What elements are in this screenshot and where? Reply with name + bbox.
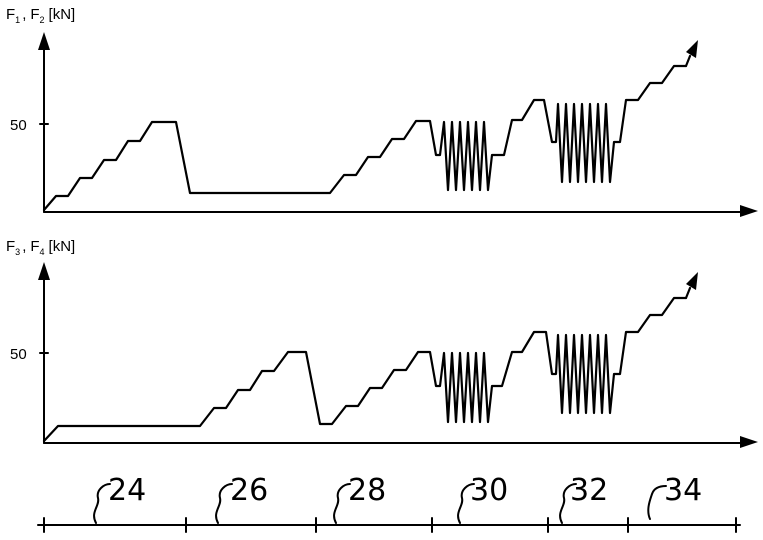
top-trace-arrow-icon xyxy=(686,40,698,58)
phase-label-32: 32 xyxy=(570,473,608,508)
top-tick-label-50: 50 xyxy=(10,117,27,134)
phase-32-leader xyxy=(559,483,577,524)
bottom-x-axis-arrow-icon xyxy=(740,436,758,448)
bottom-chart: F3, F4 [kN] 50 xyxy=(6,238,758,448)
top-axis-label-sub2: 2 xyxy=(40,15,45,25)
bottom-axis-label: F3, F4 [kN] xyxy=(6,238,75,257)
bottom-tick-label-50: 50 xyxy=(10,346,27,363)
phase-timeline: 24 26 28 30 32 34 xyxy=(37,473,741,533)
phase-label-28: 28 xyxy=(348,473,386,508)
phase-26-leader xyxy=(215,483,233,524)
top-axis-label-f2: F xyxy=(30,6,39,23)
phase-30-leader xyxy=(457,483,475,524)
phase-28-leader xyxy=(333,483,351,524)
top-axis-label-sep: , xyxy=(22,6,26,23)
bottom-axis-label-unit: [kN] xyxy=(49,238,76,255)
top-chart: F1, F2 [kN] 50 xyxy=(6,6,758,217)
top-axis-label-f: F xyxy=(6,6,15,23)
phase-label-34: 34 xyxy=(664,473,702,508)
top-trace-arrow-line xyxy=(684,54,692,68)
bottom-trace-arrow-icon xyxy=(686,272,698,290)
phase-label-26: 26 xyxy=(230,473,268,508)
bottom-axis-label-f2: F xyxy=(30,238,39,255)
phase-34-leader xyxy=(647,485,667,520)
top-axis-label: F1, F2 [kN] xyxy=(6,6,75,25)
phase-label-24: 24 xyxy=(108,473,146,508)
bottom-axis-label-sep: , xyxy=(22,238,26,255)
bottom-trace-arrow-line xyxy=(684,286,692,300)
top-y-axis-arrow-icon xyxy=(38,32,50,50)
bottom-axis-label-sub1: 3 xyxy=(15,247,20,257)
phase-24-leader xyxy=(93,483,111,524)
top-x-axis-arrow-icon xyxy=(740,205,758,217)
bottom-axis-label-sub2: 4 xyxy=(40,247,45,257)
top-axis-label-sub1: 1 xyxy=(15,15,20,25)
top-load-trace xyxy=(42,64,688,212)
phase-label-30: 30 xyxy=(470,473,508,508)
bottom-axis-label-f: F xyxy=(6,238,15,255)
bottom-y-axis-arrow-icon xyxy=(38,262,50,280)
bottom-load-trace xyxy=(42,296,688,443)
top-axis-label-unit: [kN] xyxy=(49,6,76,23)
